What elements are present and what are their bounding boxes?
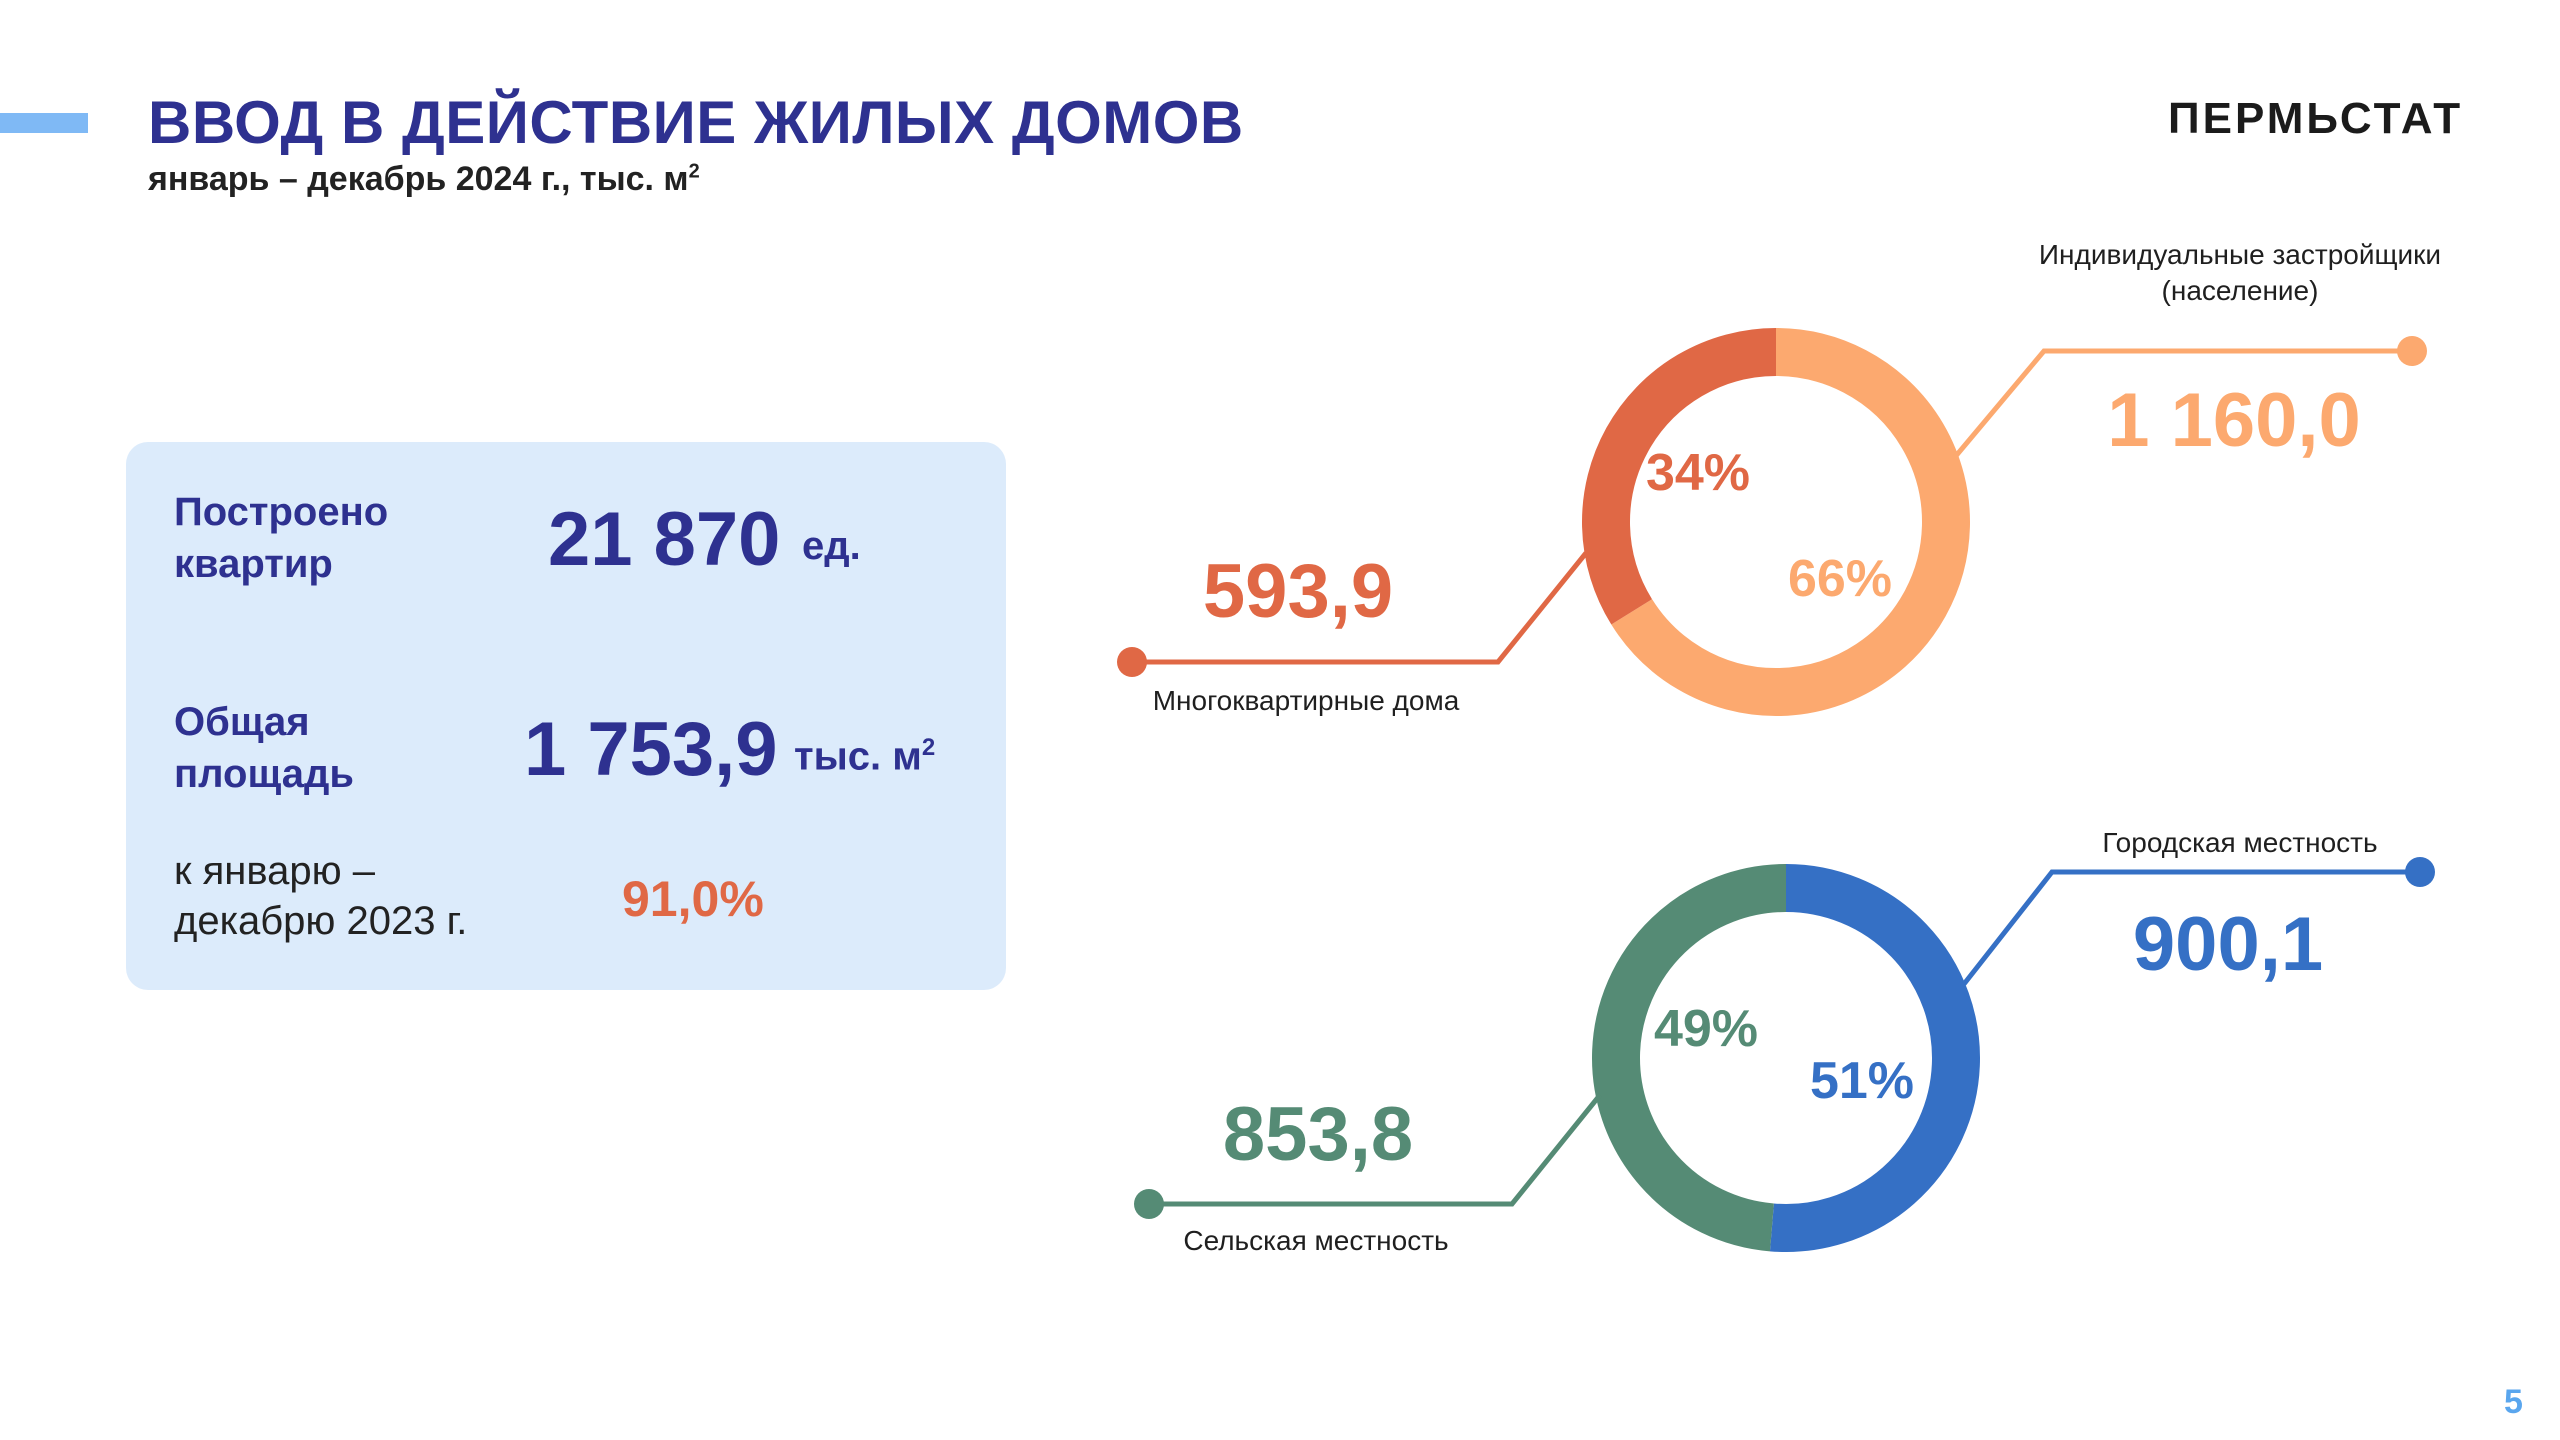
- compare-label-line-1: к январю –: [174, 849, 376, 893]
- donut-segment-1-right: [1611, 328, 1970, 716]
- leader-dot-2-left: [1134, 1189, 1164, 1219]
- apartments-label: Построено квартир: [174, 486, 388, 590]
- area-unit-sup: 2: [921, 734, 936, 761]
- value-label-2-left: 853,8: [1223, 1092, 1413, 1177]
- apartments-unit: ед.: [802, 524, 861, 568]
- apartments-label-line-2: квартир: [174, 542, 333, 586]
- leader-line-2-left: [1149, 1093, 1602, 1207]
- category-label-1-right-line-2: (население): [2162, 275, 2319, 306]
- area-unit: тыс. м2: [794, 734, 935, 779]
- page-title: ВВОД В ДЕЙСТВИЕ ЖИЛЫХ ДОМОВ: [148, 89, 1244, 156]
- percent-label-1-left: 34%: [1646, 444, 1750, 502]
- percent-label-2-left: 49%: [1654, 1000, 1758, 1058]
- category-label-1-right-line-1: Индивидуальные застройщики: [2039, 239, 2441, 270]
- category-label-2-right-line-1: Городская местность: [2102, 827, 2377, 858]
- page-number: 5: [2504, 1383, 2523, 1421]
- leader-dot-1-right: [2397, 336, 2427, 366]
- leader-line-1-left: [1132, 551, 1588, 665]
- apartments-value: 21 870: [548, 497, 781, 582]
- category-label-2-left: Сельская местность: [1183, 1225, 1448, 1256]
- donut-segment-2-right: [1769, 864, 1980, 1252]
- leader-dot-1-left: [1117, 647, 1147, 677]
- donut-segment-2-left: [1591, 864, 1787, 1252]
- page-subtitle: январь – декабрь 2024 г., тыс. м2: [148, 160, 700, 199]
- subtitle-sup: 2: [688, 160, 700, 183]
- value-label-1-left: 593,9: [1203, 549, 1393, 634]
- percent-label-1-right: 66%: [1788, 550, 1892, 608]
- compare-value: 91,0%: [622, 871, 764, 927]
- summary-box: Построено квартир 21 870 ед. Общая площа…: [126, 442, 1006, 990]
- category-label-1-left: Многоквартирные дома: [1153, 685, 1460, 716]
- compare-label: к январю – декабрю 2023 г.: [174, 846, 467, 946]
- area-label-line-1: Общая: [174, 700, 310, 744]
- donut-segment-1-left: [1582, 328, 1777, 625]
- percent-label-2-right: 51%: [1810, 1052, 1914, 1110]
- area-label: Общая площадь: [174, 696, 354, 800]
- area-label-line-2: площадь: [174, 752, 354, 796]
- area-value: 1 753,9: [524, 707, 778, 792]
- value-label-2-right: 900,1: [2133, 902, 2323, 987]
- accent-bar: [0, 113, 88, 133]
- leader-line-1-right: [1953, 348, 2412, 459]
- apartments-label-line-1: Построено: [174, 490, 389, 534]
- leader-dot-2-right: [2405, 857, 2435, 887]
- value-label-1-right: 1 160,0: [2107, 378, 2361, 463]
- subtitle-text: январь – декабрь 2024 г., тыс. м: [148, 160, 689, 198]
- leader-line-2-right: [1962, 869, 2420, 986]
- area-unit-text: тыс. м: [794, 734, 922, 779]
- permstat-logo: ПЕРМЬСТАТ: [2168, 94, 2464, 143]
- compare-label-line-2: декабрю 2023 г.: [174, 899, 468, 943]
